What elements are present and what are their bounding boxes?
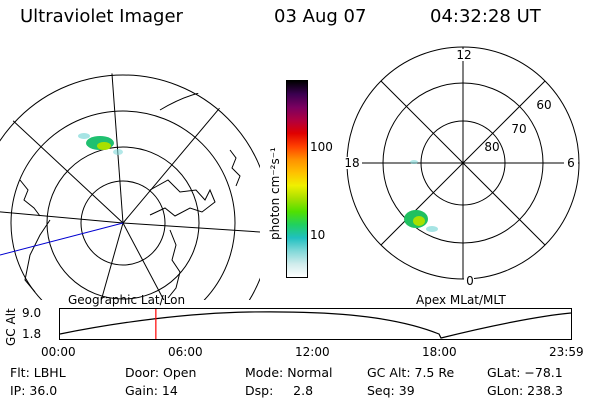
altitude-curve [59,311,572,339]
mlt-label-12: 12 [456,48,471,62]
timeline-x-tick: 00:00 [41,345,76,359]
gain-status: Gain: 14 [125,383,178,398]
mlat-label-80: 80 [484,140,499,154]
auroral-oval-emission [404,160,438,232]
sequence-status: Seq: 39 [367,383,415,398]
timeline-y-tick-max: 9.0 [22,306,42,320]
observation-time: 04:32:28 UT [430,6,541,27]
colorbar-tick-10: 10 [310,228,326,242]
observation-date: 03 Aug 07 [274,6,367,27]
mlt-label-6: 6 [567,156,575,170]
polar-plot: 12 18 6 0 60 70 80 [342,46,580,288]
timeline-x-tick: 06:00 [168,345,203,359]
orbit-altitude-timeline [59,308,572,340]
left-panel-caption: Geographic Lat/Lon [68,293,186,307]
dsp-status: Dsp: 2.8 [245,383,314,398]
coastline [167,229,181,299]
right-panel-caption: Apex MLat/MLT [416,293,506,307]
latitude-circle [0,74,260,300]
mlt-label-18: 18 [344,156,359,170]
color-scale-bar [286,80,308,278]
ip-status: IP: 36.0 [10,383,58,398]
terminator-line [0,222,124,256]
timeline-x-tick: 12:00 [295,345,330,359]
latitude-circle [10,110,236,300]
timeline-x-tick: 18:00 [422,345,457,359]
door-status: Door: Open [125,365,197,380]
timeline-x-tick: 23:59 [549,345,584,359]
instrument-title: Ultraviolet Imager [20,6,183,27]
auroral-emission [78,133,123,155]
mlat-label-60: 60 [536,98,551,112]
colorbar-tick-100: 100 [310,140,333,154]
latitude-circle [80,180,166,266]
geographic-map [0,73,260,300]
colorbar-unit-label: photon cm⁻²s⁻¹ [268,147,282,240]
gc-altitude-status: GC Alt: 7.5 Re [367,365,455,380]
longitude-line [107,73,124,224]
mlt-label-0: 0 [466,274,474,288]
coastline [19,179,41,217]
longitude-line [122,222,186,300]
geo-latitude-status: GLat: −78.1 [487,365,563,380]
mlat-label-70: 70 [511,122,526,136]
latitude-circle [46,146,200,300]
longitude-line [89,222,124,300]
coastline [24,219,51,293]
coastline [149,179,216,217]
timeline-y-tick-min: 1.8 [22,327,42,341]
filter-status: Flt: LBHL [10,365,66,380]
geo-longitude-status: GLon: 238.3 [487,383,563,398]
timeline-y-axis-label: GC Alt [4,308,18,346]
coastline [229,149,241,187]
longitude-line [122,222,260,233]
longitude-line [0,209,124,224]
mode-status: Mode: Normal [245,365,333,380]
